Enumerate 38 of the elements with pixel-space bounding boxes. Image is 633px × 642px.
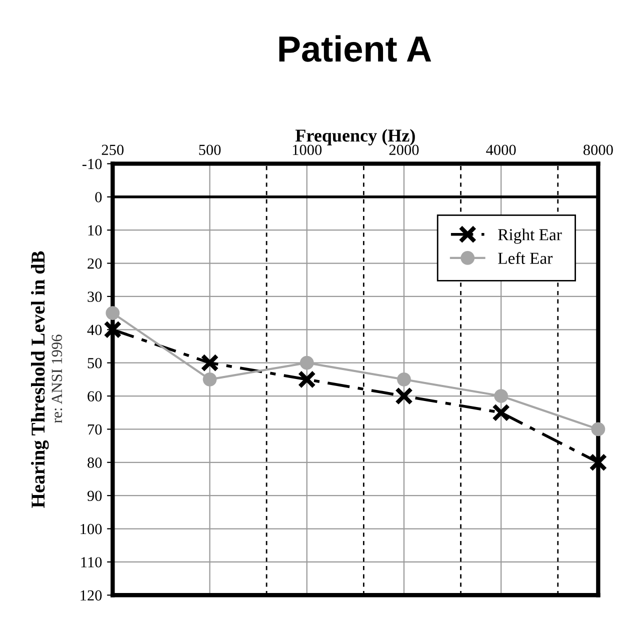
y-tick-label: 100 bbox=[80, 524, 102, 534]
point bbox=[202, 372, 217, 386]
x-tick-label: 1000 bbox=[292, 144, 322, 156]
x-tick-label: 4000 bbox=[486, 144, 516, 156]
y-tick-label: 60 bbox=[88, 391, 102, 402]
y-tick-label: 20 bbox=[88, 258, 102, 269]
y-tick-label: 90 bbox=[87, 490, 102, 502]
y-tick-label: 70 bbox=[88, 424, 102, 435]
point bbox=[494, 389, 508, 403]
point bbox=[492, 404, 510, 422]
point bbox=[394, 386, 414, 406]
point bbox=[300, 356, 314, 370]
x-tick-label: 2000 bbox=[389, 144, 419, 156]
point bbox=[106, 306, 120, 320]
y-tick-label: 50 bbox=[88, 358, 102, 368]
chart-title: Patient A bbox=[279, 35, 432, 62]
text: re: ANSI 1996 bbox=[52, 334, 62, 424]
y-tick-label: -10 bbox=[82, 158, 102, 170]
y-axis-title: Hearing Threshold Level in dB bbox=[31, 251, 49, 508]
point bbox=[200, 354, 219, 372]
legend-label: Left Ear bbox=[498, 252, 553, 264]
y-tick-label: 10 bbox=[88, 225, 102, 236]
x-axis-title: Frequency (Hz) bbox=[295, 128, 415, 146]
point bbox=[298, 370, 316, 388]
y-tick-label: 30 bbox=[88, 292, 102, 302]
point bbox=[589, 453, 608, 472]
x-tick-label: 8000 bbox=[583, 144, 613, 156]
y-tick-label: 40 bbox=[87, 324, 102, 336]
y-tick-label: 120 bbox=[80, 590, 102, 601]
y-tick-label: 0 bbox=[95, 192, 102, 202]
legend-label: Right Ear bbox=[498, 228, 562, 244]
y-tick-label: 80 bbox=[88, 458, 102, 468]
y-tick-label: 110 bbox=[81, 557, 102, 568]
x-tick-label: 500 bbox=[199, 144, 221, 156]
point bbox=[591, 422, 606, 436]
point bbox=[397, 372, 411, 386]
point bbox=[104, 320, 122, 339]
x-tick-label: 250 bbox=[102, 144, 124, 156]
